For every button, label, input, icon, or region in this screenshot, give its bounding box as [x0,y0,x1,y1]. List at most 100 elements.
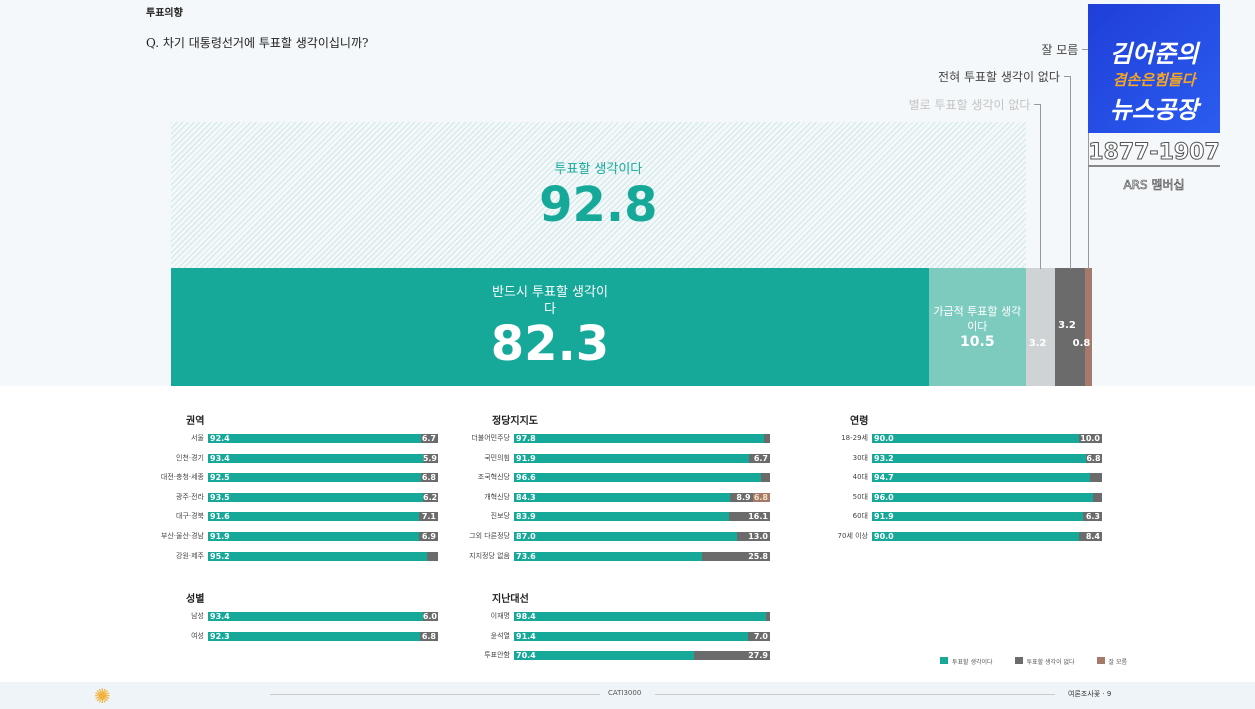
bar-row: 97.8 [514,434,770,443]
bar-no: 6.8 [1086,453,1102,463]
bar-yes: 96.6 [514,473,762,483]
bar-no [764,434,770,443]
bar-no: 6.7 [749,453,770,463]
sun-logo-icon: ✺ [94,684,111,708]
broadcast-logo: 김어준의 겸손은힘들다 뉴스공장 [1088,4,1220,133]
logo-line2: 겸손은힘들다 [1112,71,1196,89]
bar-yes: 90.0 [872,434,1079,443]
logo-line1: 김어준의 [1109,40,1199,68]
row-label: 부산·울산·경남 [160,532,204,540]
group-title: 성별 [186,594,205,605]
bar-no [1092,492,1102,502]
bar-no: 27.9 [694,651,770,661]
bar-yes: 73.6 [514,551,703,561]
legend-dk: 잘 모름 [1096,657,1127,666]
bar-no [761,473,770,483]
bar-no: 6.7 [420,434,438,443]
bar-row: 91.9 6.3 [872,512,1102,522]
row-label: 여성 [191,631,204,640]
bar-yes: 94.7 [872,473,1090,483]
row-label: 이재명 [490,612,510,620]
bar-yes: 93.2 [872,453,1087,463]
row-label: 인천·경기 [176,453,204,462]
bar-no: 6.2 [423,492,438,502]
group-title: 정당지지도 [492,416,538,427]
row-label: 개혁신당 [484,492,510,501]
bar-row: 90.0 10.0 [872,434,1102,443]
row-label: 진보당 [490,512,510,521]
bar-row: 84.3 8.9 6.8 [514,492,770,502]
segment-2: 3.2 [1025,268,1056,386]
row-label: 더불어민주당 [471,434,510,442]
segment-label: 가급적 투표할 생각이다 [933,305,1022,333]
bar-row: 92.4 6.7 [208,434,438,443]
row-label: 70세 이상 [837,532,868,540]
bar-no: 5.9 [422,453,438,463]
divider [655,694,1055,695]
row-label: 그외 다른정당 [469,532,510,540]
callout-label: 전혀 투표할 생각이 없다 [938,70,1060,84]
bar-no: 10.0 [1079,434,1102,443]
bar-row: 93.4 5.9 [208,453,438,463]
segment-label: 반드시 투표할 생각이다 [492,285,608,317]
bar-no: 6.3 [1083,512,1102,522]
row-label: 60대 [852,512,868,521]
footer: ✺ CATI3000 여론조사꽃 · 9 [0,682,1255,709]
bar-no: 8.9 [729,492,753,502]
row-label: 40대 [852,473,868,482]
bar-no: 7.0 [747,631,770,641]
segment-value: 10.5 [960,334,995,350]
bar-yes: 91.4 [514,631,748,641]
segment-value: 82.3 [490,316,610,372]
bar-yes: 70.4 [514,651,695,661]
row-label: 광주·전라 [176,492,204,501]
bar-no [765,612,770,621]
row-label: 대전·충청·세종 [160,473,204,482]
row-label: 조국혁신당 [477,473,510,482]
bar-row: 98.4 [514,612,770,621]
bar-yes: 95.2 [208,551,427,561]
callout-label: 잘 모름 [1041,43,1079,57]
bar-row: 73.6 25.8 [514,551,770,561]
row-label: 투표안함 [484,651,510,660]
callout-line [1063,76,1071,269]
segment-value: 0.8 [1072,338,1091,349]
group-title: 지난대선 [492,594,529,605]
row-label: 대구·경북 [176,512,204,521]
bar-yes: 92.5 [208,473,421,483]
segment-value: 3.2 [1028,338,1047,349]
bar-row: 92.5 6.8 [208,473,438,483]
bar-no: 13.0 [736,532,770,541]
bar-row: 96.6 [514,473,770,483]
bar-no: 25.8 [702,551,770,561]
bar-row: 87.0 13.0 [514,532,770,541]
bar-no [1089,473,1102,483]
segment-1: 가급적 투표할 생각이다 10.5 [928,268,1026,386]
row-label: 국민의힘 [484,453,510,462]
bar-yes: 92.4 [208,434,421,443]
section-title: 투표의향 [146,8,183,19]
legend-no: 투표할 생각이 없다 [1014,657,1075,666]
bar-row: 91.4 7.0 [514,631,770,641]
callout-label: 별로 투표할 생각이 없다 [908,98,1031,112]
bar-yes: 93.4 [208,453,423,463]
bar-yes: 84.3 [514,492,730,502]
legend-yes: 투표할 생각이다 [940,657,993,666]
footer-code: CATI3000 [608,689,642,697]
bar-no: 6.8 [420,473,438,483]
total-yes-label: 투표할 생각이다 [554,161,643,177]
bar-yes: 83.9 [514,512,729,522]
bar-row: 92.3 6.8 [208,631,438,641]
bar-no: 6.8 [420,631,438,641]
bar-row: 91.6 7.1 [208,512,438,522]
bar-yes: 91.6 [208,512,419,522]
callout-line [1034,104,1042,269]
bar-yes: 93.4 [208,612,423,621]
bar-row: 93.2 6.8 [872,453,1102,463]
bar-row: 91.9 6.7 [514,453,770,463]
bar-yes: 98.4 [514,612,766,621]
bar-yes: 96.0 [872,492,1093,502]
bar-yes: 91.9 [872,512,1084,522]
bar-yes: 97.8 [514,434,765,443]
bar-no: 6.0 [422,612,438,621]
